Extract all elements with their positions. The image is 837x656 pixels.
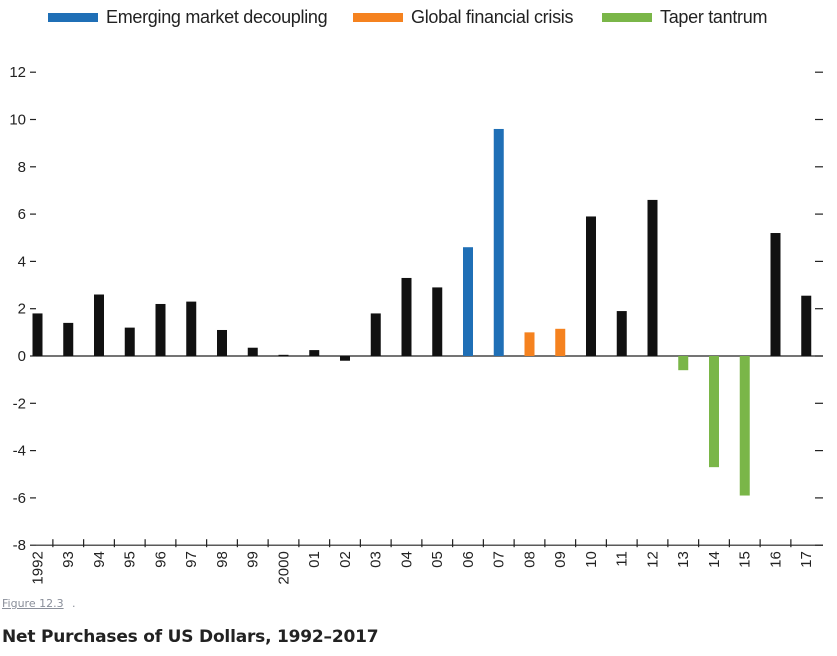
x-tick-label: 09	[552, 551, 569, 568]
legend-swatch-emerging	[48, 12, 98, 22]
y-tick-label: 6	[18, 206, 26, 223]
x-tick-label: 17	[798, 551, 815, 568]
x-tick-label: 99	[245, 551, 262, 568]
legend-swatch-taper	[602, 12, 652, 22]
y-tick-label: 4	[18, 253, 26, 270]
bar-chart: 1992 93 94 95 96 97 98 99 2000 01 02 03 04 05 06 07 08 09…	[9, 64, 823, 585]
legend-swatch-gfc	[353, 12, 403, 22]
legend-item-emerging: Emerging market decoupling	[48, 4, 328, 30]
figure-link[interactable]: Figure 12.3	[2, 597, 64, 610]
bar-16	[770, 233, 781, 356]
bar-94	[94, 294, 104, 356]
x-tick-label: 11	[614, 551, 631, 567]
y-tick-label: 2	[18, 301, 26, 318]
legend-item-taper: Taper tantrum	[602, 4, 767, 30]
x-tick-label: 07	[491, 551, 508, 568]
bar-14	[709, 356, 719, 468]
bar-99	[247, 347, 258, 356]
x-tick-label: 08	[522, 551, 539, 568]
bar-03	[370, 313, 381, 356]
bar-05	[432, 287, 443, 356]
bar-07	[493, 128, 504, 356]
y-tick-label: 12	[9, 64, 26, 81]
x-tick-label: 1992	[30, 551, 47, 584]
bar-15	[739, 356, 750, 496]
x-tick-label: 93	[60, 551, 77, 568]
y-tick-label: -6	[13, 490, 26, 507]
x-tick-label: 12	[645, 551, 662, 568]
x-tick-label: 97	[183, 551, 200, 568]
x-tick-label: 98	[214, 551, 231, 568]
x-tick-label: 02	[337, 551, 354, 568]
bar-2000	[278, 354, 289, 357]
x-tick-label: 2000	[276, 551, 293, 584]
x-axis-labels: 1992 93 94 95 96 97 98 99 2000 01 02 03 04 05 06 07 08 09…	[30, 551, 816, 584]
y-tick-label: -4	[13, 443, 26, 460]
bar-01	[309, 350, 320, 356]
x-tick-label: 10	[583, 551, 600, 568]
x-tick-label: 15	[737, 551, 754, 568]
x-tick-label: 06	[460, 551, 477, 568]
bar-04	[401, 277, 412, 356]
bar-11	[616, 311, 627, 356]
legend-item-gfc: Global financial crisis	[353, 4, 573, 30]
x-tick-label: 14	[706, 551, 723, 568]
y-axis-labels: 12 10 8 6 4 2 0 -2 -4 -6 -8	[9, 64, 26, 554]
legend-label-emerging: Emerging market decoupling	[106, 6, 328, 27]
figure-caption: Net Purchases of US Dollars, 1992–2017	[2, 627, 379, 647]
x-tick-label: 13	[675, 551, 692, 568]
x-tick-label: 95	[122, 551, 139, 568]
x-tick-label: 94	[91, 551, 108, 568]
x-tick-label: 16	[768, 551, 785, 568]
y-tick-label: -2	[13, 395, 26, 412]
bar-06	[463, 247, 473, 356]
bar-96	[155, 303, 166, 356]
bar-1992	[32, 313, 43, 356]
x-tick-label: 96	[153, 551, 170, 568]
bar-09	[555, 328, 566, 356]
bar-98	[217, 329, 227, 356]
chart-bars	[32, 128, 812, 496]
figure-link-period: .	[72, 597, 76, 610]
figure-link-text[interactable]: Figure 12.3	[2, 597, 64, 610]
bar-12	[647, 199, 658, 356]
y-tick-label: -8	[13, 537, 26, 554]
y-tick-label: 10	[9, 112, 26, 129]
bar-13	[678, 356, 689, 371]
bar-17	[801, 295, 812, 356]
legend-label-gfc: Global financial crisis	[411, 6, 574, 27]
bar-93	[63, 322, 74, 356]
bar-08	[524, 332, 535, 356]
legend-label-taper: Taper tantrum	[660, 6, 768, 27]
bar-97	[186, 301, 197, 356]
bar-10	[586, 216, 596, 356]
y-tick-label: 8	[18, 159, 26, 176]
chart-axes	[30, 71, 823, 548]
x-tick-label: 04	[399, 551, 416, 568]
bar-95	[124, 327, 135, 356]
x-tick-label: 05	[429, 551, 446, 568]
bar-02	[340, 356, 350, 361]
x-tick-label: 03	[368, 551, 385, 568]
x-tick-label: 01	[306, 551, 323, 568]
y-tick-label: 0	[18, 348, 26, 365]
